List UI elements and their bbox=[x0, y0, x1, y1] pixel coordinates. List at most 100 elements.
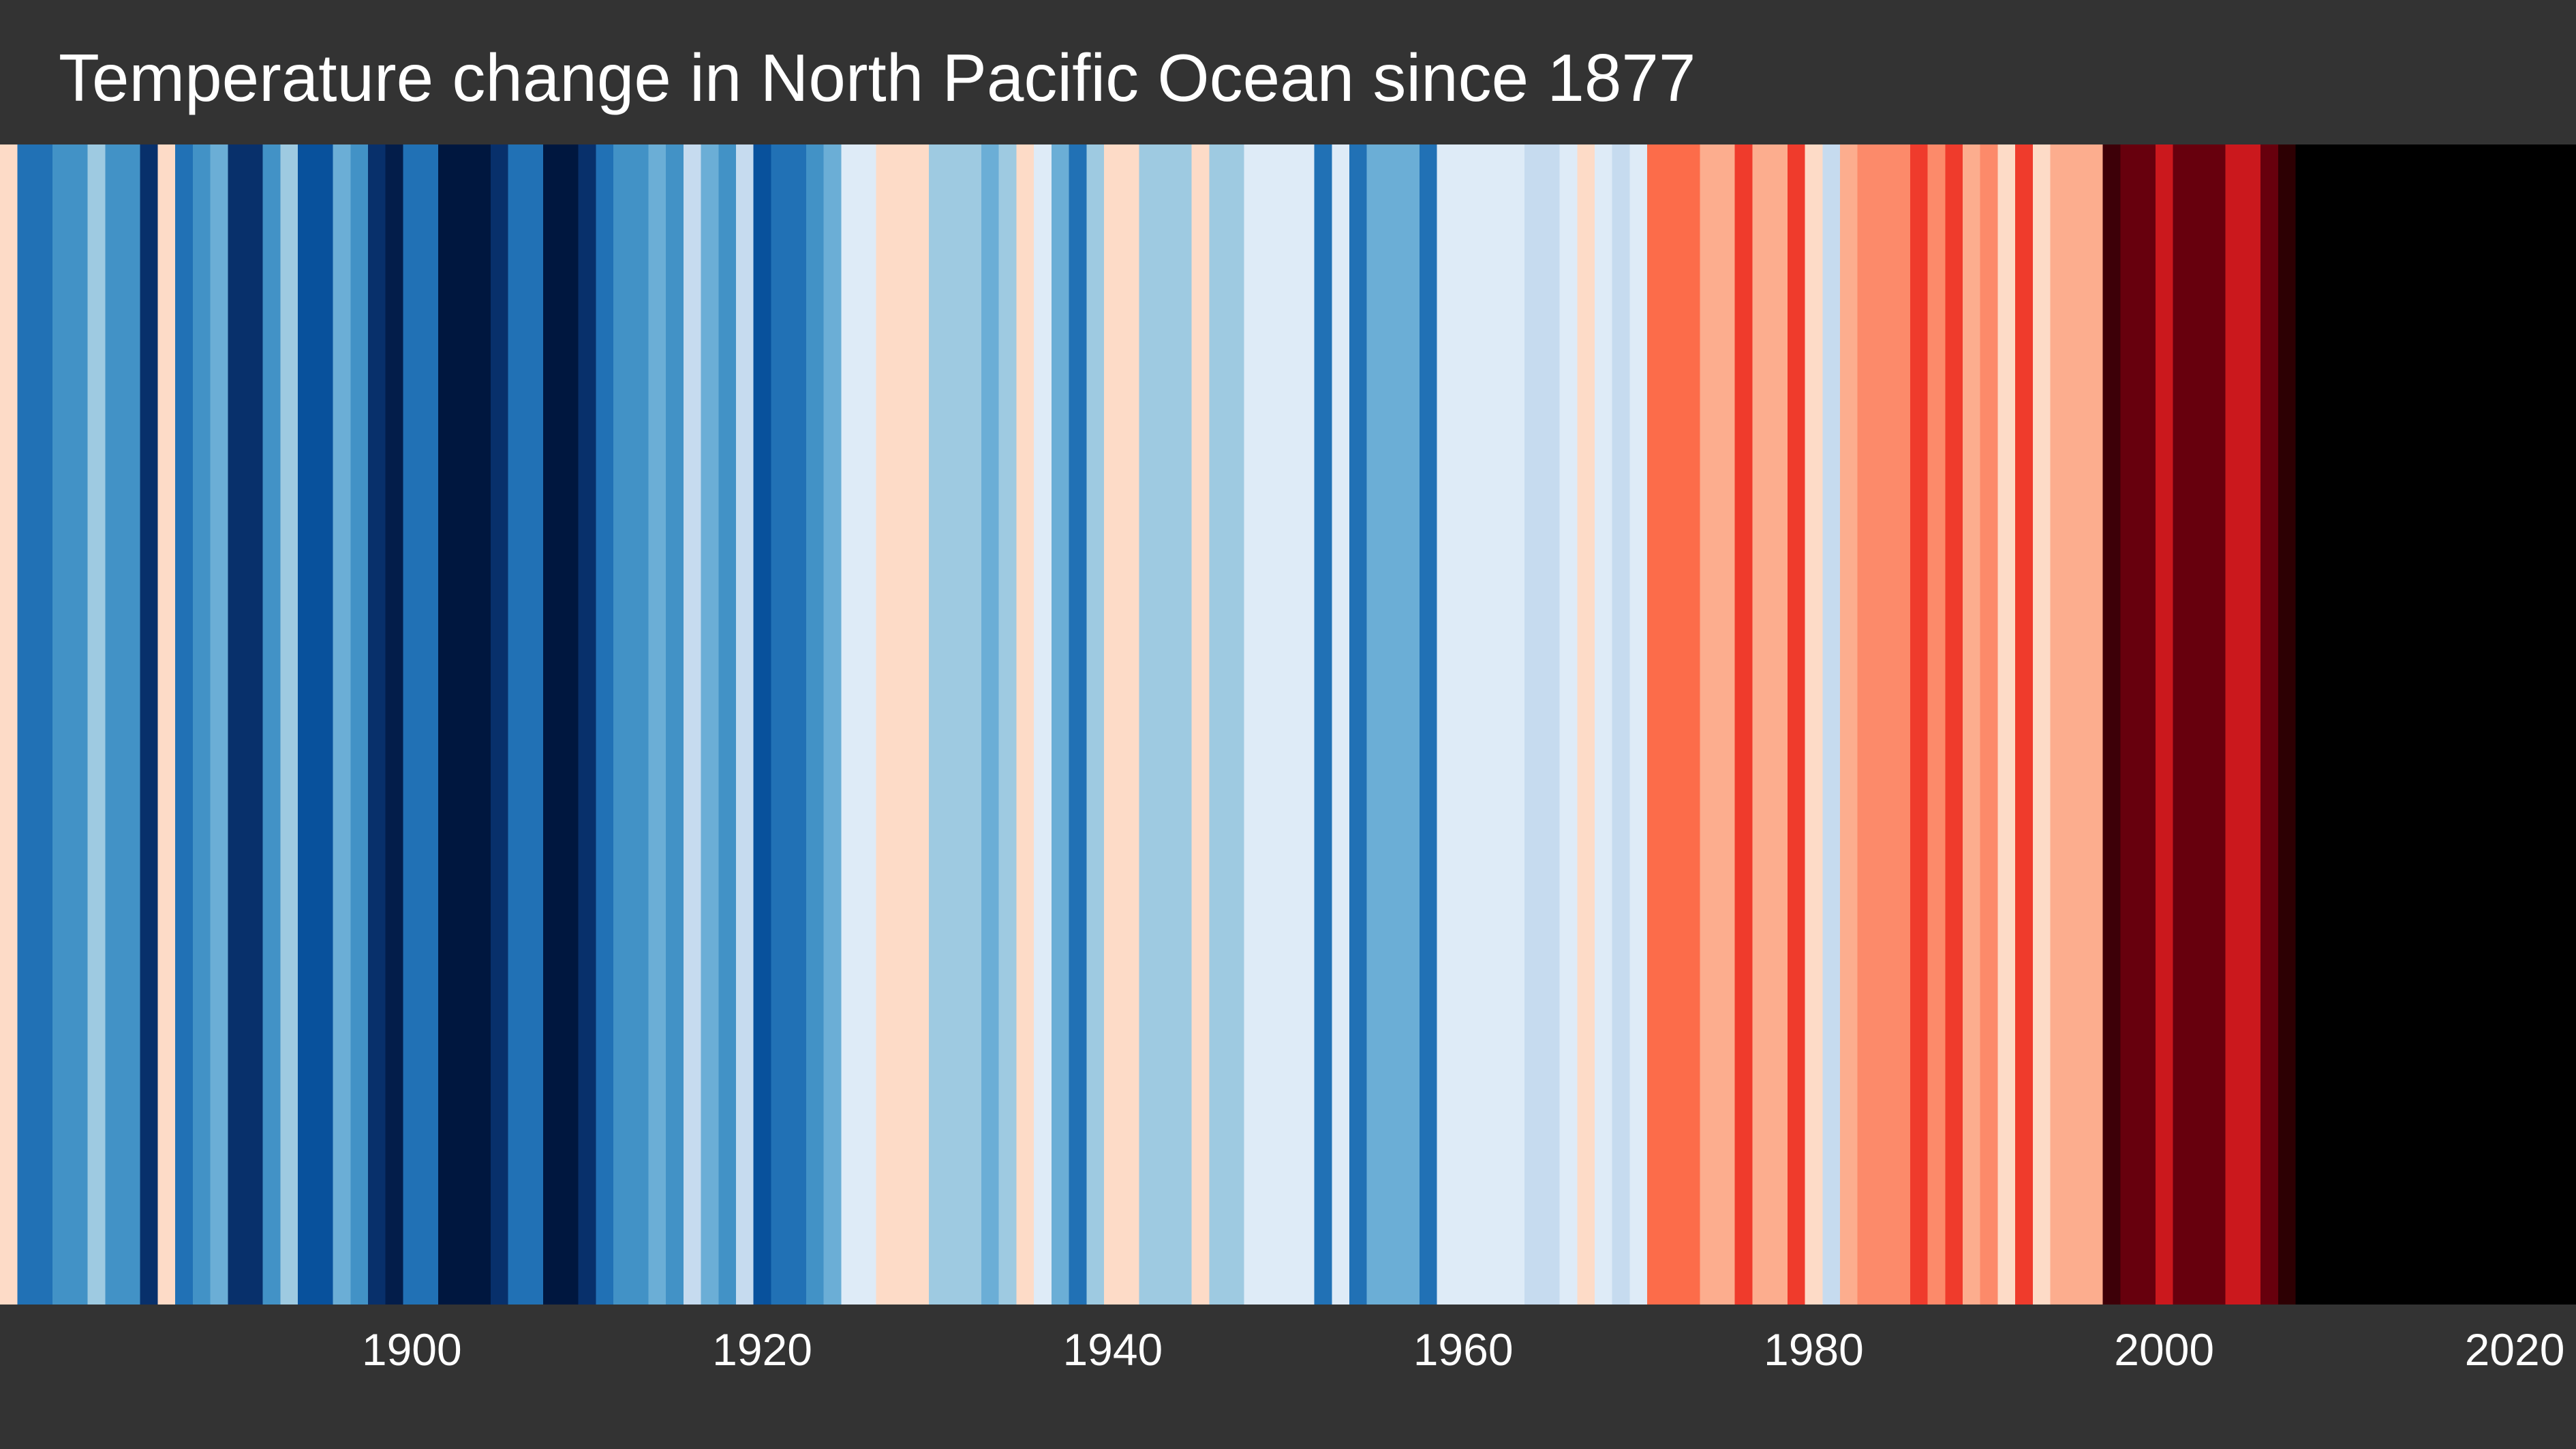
stripe-1993 bbox=[2032, 144, 2051, 1305]
stripe-1899 bbox=[385, 144, 404, 1305]
stripe-1981 bbox=[1822, 144, 1841, 1305]
stripe-1991 bbox=[1997, 144, 2016, 1305]
stripe-1949 bbox=[1261, 144, 1280, 1305]
stripe-1956 bbox=[1384, 144, 1402, 1305]
stripe-1902 bbox=[438, 144, 457, 1305]
stripe-1892 bbox=[262, 144, 281, 1305]
stripe-1891 bbox=[245, 144, 264, 1305]
stripe-1900 bbox=[403, 144, 421, 1305]
stripe-1938 bbox=[1069, 144, 1087, 1305]
stripe-1910 bbox=[578, 144, 596, 1305]
stripe-1963 bbox=[1507, 144, 1525, 1305]
stripe-1985 bbox=[1892, 144, 1911, 1305]
stripe-1880 bbox=[52, 144, 71, 1305]
stripe-1895 bbox=[315, 144, 334, 1305]
stripe-1942 bbox=[1139, 144, 1157, 1305]
stripe-1939 bbox=[1086, 144, 1105, 1305]
stripe-2012 bbox=[2365, 144, 2384, 1305]
stripe-1925 bbox=[841, 144, 859, 1305]
stripe-1921 bbox=[771, 144, 789, 1305]
stripe-2017 bbox=[2453, 144, 2472, 1305]
stripe-1961 bbox=[1472, 144, 1490, 1305]
stripe-1984 bbox=[1875, 144, 1893, 1305]
stripe-1885 bbox=[140, 144, 159, 1305]
stripe-1986 bbox=[1910, 144, 1929, 1305]
stripe-1913 bbox=[630, 144, 649, 1305]
stripe-1994 bbox=[2050, 144, 2068, 1305]
x-tick-label: 2000 bbox=[2114, 1324, 2214, 1375]
stripe-1904 bbox=[473, 144, 491, 1305]
stripe-1996 bbox=[2085, 144, 2104, 1305]
stripe-1989 bbox=[1963, 144, 1981, 1305]
stripe-1980 bbox=[1805, 144, 1823, 1305]
chart-title: Temperature change in North Pacific Ocea… bbox=[59, 40, 1696, 115]
stripe-1912 bbox=[613, 144, 632, 1305]
stripe-1953 bbox=[1332, 144, 1350, 1305]
stripe-1931 bbox=[946, 144, 964, 1305]
stripe-1972 bbox=[1664, 144, 1683, 1305]
stripe-1954 bbox=[1349, 144, 1368, 1305]
stripe-1879 bbox=[35, 144, 53, 1305]
stripe-1917 bbox=[701, 144, 719, 1305]
stripe-1995 bbox=[2068, 144, 2086, 1305]
stripe-1971 bbox=[1647, 144, 1666, 1305]
stripe-1936 bbox=[1034, 144, 1052, 1305]
x-tick-label: 1980 bbox=[1764, 1324, 1864, 1375]
x-tick-label: 1900 bbox=[362, 1324, 462, 1375]
stripe-2013 bbox=[2383, 144, 2402, 1305]
stripe-1903 bbox=[455, 144, 474, 1305]
stripe-1990 bbox=[1980, 144, 1999, 1305]
stripe-1877 bbox=[0, 144, 18, 1305]
stripe-1987 bbox=[1927, 144, 1946, 1305]
stripe-1951 bbox=[1296, 144, 1315, 1305]
stripe-2003 bbox=[2208, 144, 2226, 1305]
stripe-1924 bbox=[823, 144, 842, 1305]
stripe-1998 bbox=[2120, 144, 2138, 1305]
stripes-plot-area bbox=[0, 144, 2576, 1305]
stripe-1888 bbox=[192, 144, 211, 1305]
stripe-2020 bbox=[2506, 144, 2524, 1305]
stripe-1960 bbox=[1454, 144, 1473, 1305]
stripe-1970 bbox=[1629, 144, 1648, 1305]
stripe-1945 bbox=[1191, 144, 1210, 1305]
stripe-1967 bbox=[1577, 144, 1595, 1305]
x-tick-label: 1960 bbox=[1413, 1324, 1514, 1375]
stripe-2019 bbox=[2488, 144, 2506, 1305]
stripe-1883 bbox=[105, 144, 123, 1305]
x-tick-label: 2020 bbox=[2465, 1324, 2565, 1375]
stripe-1905 bbox=[491, 144, 509, 1305]
stripe-1946 bbox=[1209, 144, 1227, 1305]
stripe-1933 bbox=[981, 144, 1000, 1305]
stripe-1935 bbox=[1016, 144, 1034, 1305]
stripe-1948 bbox=[1244, 144, 1263, 1305]
stripe-1952 bbox=[1314, 144, 1332, 1305]
stripe-1988 bbox=[1945, 144, 1963, 1305]
stripe-1919 bbox=[736, 144, 754, 1305]
stripe-1983 bbox=[1857, 144, 1876, 1305]
stripe-1958 bbox=[1419, 144, 1438, 1305]
stripe-1926 bbox=[859, 144, 877, 1305]
stripe-1974 bbox=[1700, 144, 1718, 1305]
stripe-2022 bbox=[2541, 144, 2559, 1305]
stripe-1965 bbox=[1542, 144, 1561, 1305]
stripe-1947 bbox=[1227, 144, 1245, 1305]
stripe-1975 bbox=[1717, 144, 1736, 1305]
stripe-1907 bbox=[525, 144, 544, 1305]
stripe-1999 bbox=[2138, 144, 2156, 1305]
stripe-1886 bbox=[157, 144, 176, 1305]
stripe-2001 bbox=[2173, 144, 2191, 1305]
stripe-2009 bbox=[2313, 144, 2331, 1305]
stripe-1955 bbox=[1366, 144, 1385, 1305]
stripe-1878 bbox=[17, 144, 36, 1305]
stripe-1882 bbox=[87, 144, 106, 1305]
stripe-2014 bbox=[2400, 144, 2419, 1305]
stripe-1934 bbox=[998, 144, 1017, 1305]
stripe-2005 bbox=[2243, 144, 2261, 1305]
stripe-2000 bbox=[2155, 144, 2174, 1305]
stripe-1920 bbox=[753, 144, 772, 1305]
stripe-1922 bbox=[788, 144, 807, 1305]
stripe-1916 bbox=[683, 144, 702, 1305]
stripe-1992 bbox=[2015, 144, 2034, 1305]
stripe-1937 bbox=[1051, 144, 1070, 1305]
